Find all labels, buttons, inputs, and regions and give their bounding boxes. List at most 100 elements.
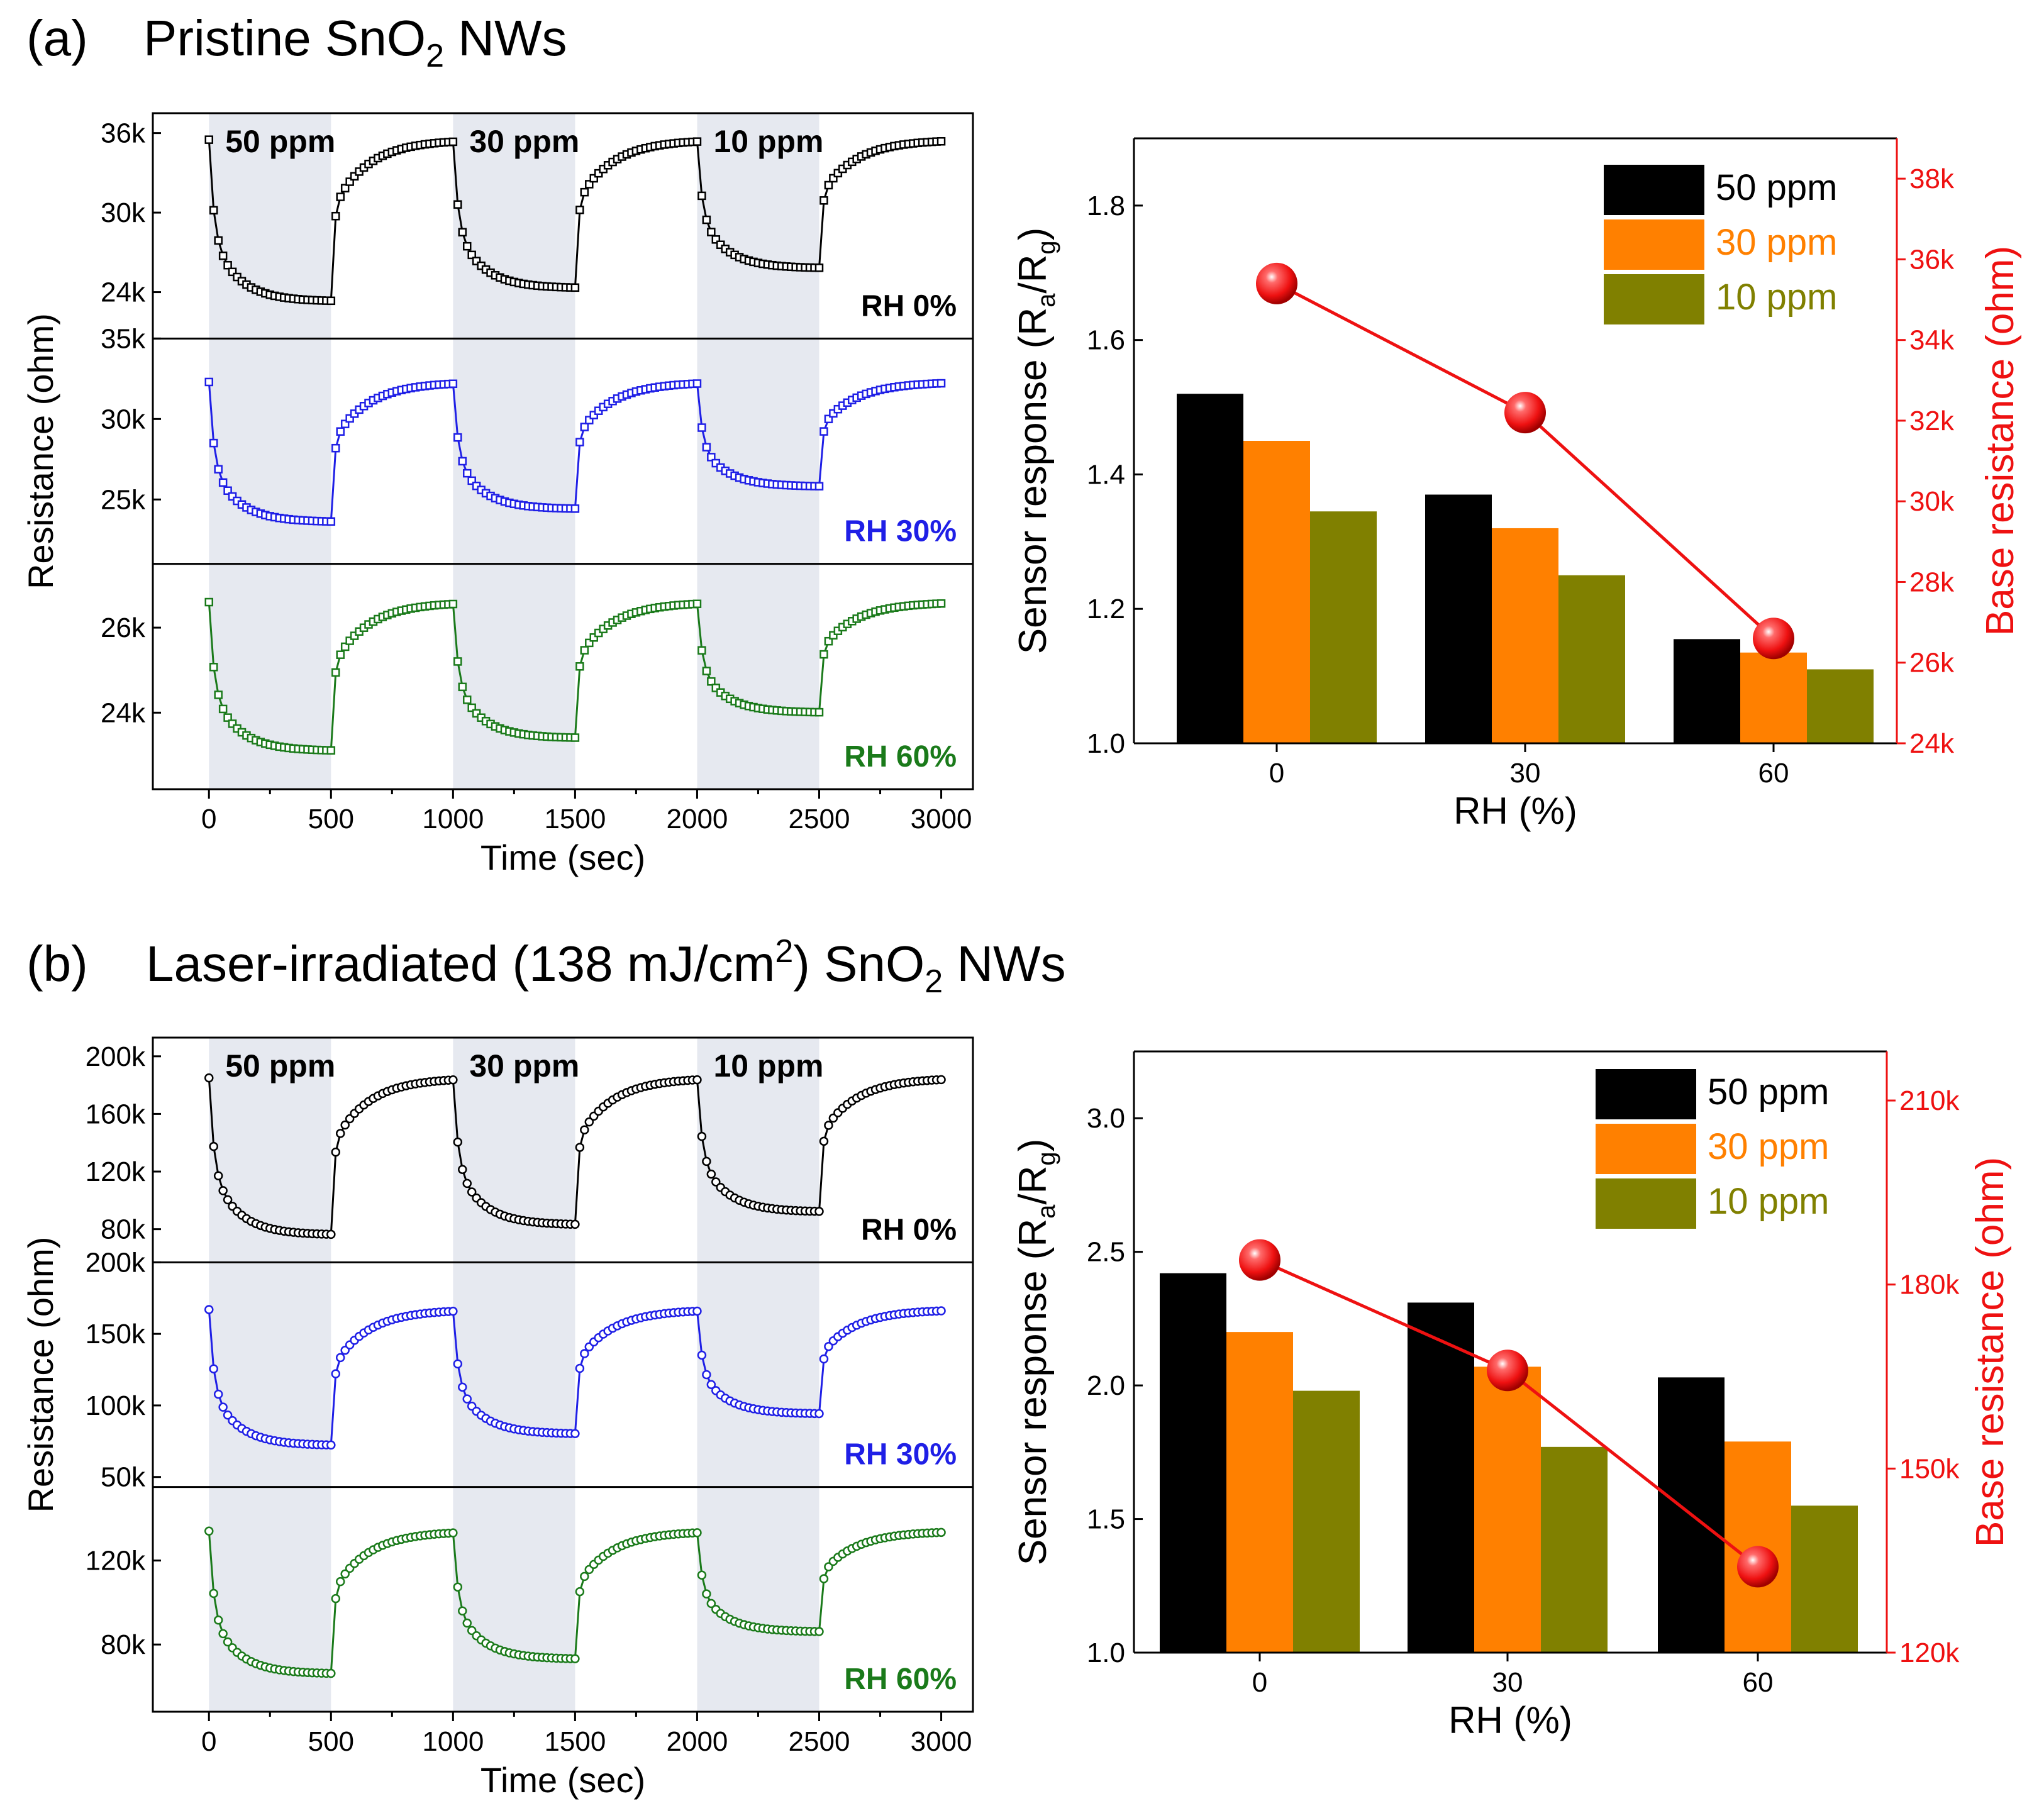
chart-b-transient: 80k 120k 160k 200k RH 0% 50k 100k 150k 200k RH 30…	[21, 1036, 974, 1800]
data-point	[467, 703, 476, 712]
data-point	[824, 414, 833, 424]
data-point	[575, 1587, 585, 1597]
legend-label: 10 ppm	[1716, 277, 1837, 318]
y-tick-label: 1.4	[1087, 459, 1125, 490]
x-tick-label: 3000	[911, 1726, 972, 1757]
data-point	[204, 1526, 214, 1536]
y2-tick-label: 34k	[1909, 325, 1955, 356]
legend-swatch	[1596, 1178, 1696, 1229]
data-point	[209, 438, 218, 448]
data-point	[448, 1075, 458, 1085]
x-axis-label: RH (%)	[1448, 1699, 1572, 1741]
data-point	[448, 1306, 458, 1316]
panel-b-letter: (b)	[26, 936, 88, 992]
data-point	[824, 1341, 833, 1351]
data-point	[326, 746, 336, 755]
y-tick-label: 24k	[101, 277, 146, 308]
data-point	[706, 1169, 716, 1179]
plot-frame	[152, 1036, 974, 1713]
data-point	[692, 379, 702, 388]
x-tick-label: 0	[1252, 1667, 1267, 1698]
data-point	[453, 1359, 463, 1369]
data-point	[335, 1353, 345, 1363]
data-point	[462, 1178, 472, 1189]
data-point	[707, 228, 716, 236]
data-point	[214, 465, 223, 474]
x-tick-label: 0	[201, 804, 216, 834]
data-point	[448, 1528, 458, 1538]
data-point	[448, 137, 458, 147]
rh-label: RH 0%	[861, 1213, 957, 1246]
data-point	[336, 192, 345, 201]
data-point	[209, 663, 218, 672]
base-resistance-marker	[1256, 262, 1297, 304]
data-point	[340, 642, 350, 651]
data-point	[204, 1073, 214, 1083]
data-point	[697, 1570, 707, 1580]
base-resistance-marker	[1753, 618, 1794, 660]
bar	[1541, 1446, 1608, 1653]
legend-label: 50 ppm	[1716, 167, 1837, 208]
data-point	[462, 1618, 472, 1628]
data-point	[340, 1569, 350, 1579]
y2-tick-label: 120k	[1899, 1638, 1960, 1668]
y-tick-label: 100k	[86, 1390, 146, 1421]
data-point	[228, 719, 237, 728]
data-point	[228, 267, 237, 277]
x-tick-label: 1500	[544, 804, 606, 834]
data-point	[585, 638, 594, 648]
y-tick-label: 50k	[101, 1462, 146, 1493]
bar	[1740, 652, 1807, 743]
x-tick-label: 60	[1743, 1667, 1774, 1698]
data-point	[706, 1380, 716, 1389]
data-point	[829, 631, 838, 640]
data-point	[453, 1137, 463, 1147]
data-point	[575, 1143, 585, 1152]
data-point	[204, 377, 214, 387]
data-point	[707, 677, 716, 686]
data-point	[350, 631, 359, 640]
legend-label: 30 ppm	[1708, 1126, 1829, 1167]
y-tick-label: 35k	[101, 323, 146, 354]
x-tick-label: 1000	[422, 1726, 484, 1757]
data-point	[467, 250, 476, 260]
data-point	[594, 169, 603, 178]
data-point	[209, 1364, 218, 1374]
data-point	[697, 423, 706, 432]
y2-axis-label: Base resistance (ohm)	[1979, 246, 2022, 636]
data-point	[819, 196, 828, 205]
x-tick-label: 60	[1758, 758, 1789, 789]
data-point	[204, 135, 214, 144]
chart-a-response: 1.0 1.2 1.4 1.6 1.8 24k 26k 28k 30k 32k 34k 36k 38k 0…	[1011, 137, 2022, 832]
y-tick-label: 120k	[86, 1546, 146, 1577]
legend-swatch	[1596, 1124, 1696, 1174]
data-point	[814, 707, 824, 717]
data-point	[589, 633, 599, 642]
data-point	[580, 423, 589, 431]
data-point	[711, 235, 721, 244]
data-point	[702, 667, 711, 675]
x-tick-label: 0	[201, 1726, 216, 1757]
y2-axis-label: Base resistance (ohm)	[1969, 1157, 2012, 1547]
data-point	[209, 1588, 218, 1599]
data-point	[326, 1229, 336, 1239]
data-point	[223, 1637, 233, 1647]
x-axis-label: RH (%)	[1453, 790, 1577, 832]
exposure-band	[697, 113, 819, 789]
data-point	[702, 1370, 711, 1380]
y-axis-label: Resistance (ohm)	[21, 313, 60, 589]
bar	[1160, 1273, 1226, 1653]
y-tick-label: 1.6	[1087, 325, 1125, 356]
data-point	[711, 684, 721, 692]
data-point	[467, 1187, 477, 1197]
exposure-band	[453, 113, 575, 789]
concentration-label: 50 ppm	[225, 1048, 335, 1084]
data-point	[218, 1186, 228, 1195]
data-point	[580, 187, 589, 197]
data-point	[223, 486, 232, 495]
data-point	[453, 200, 462, 209]
bar	[1425, 494, 1492, 743]
concentration-label: 10 ppm	[713, 124, 823, 159]
y2-tick-label: 30k	[1909, 486, 1955, 517]
y-tick-label: 200k	[86, 1247, 146, 1278]
